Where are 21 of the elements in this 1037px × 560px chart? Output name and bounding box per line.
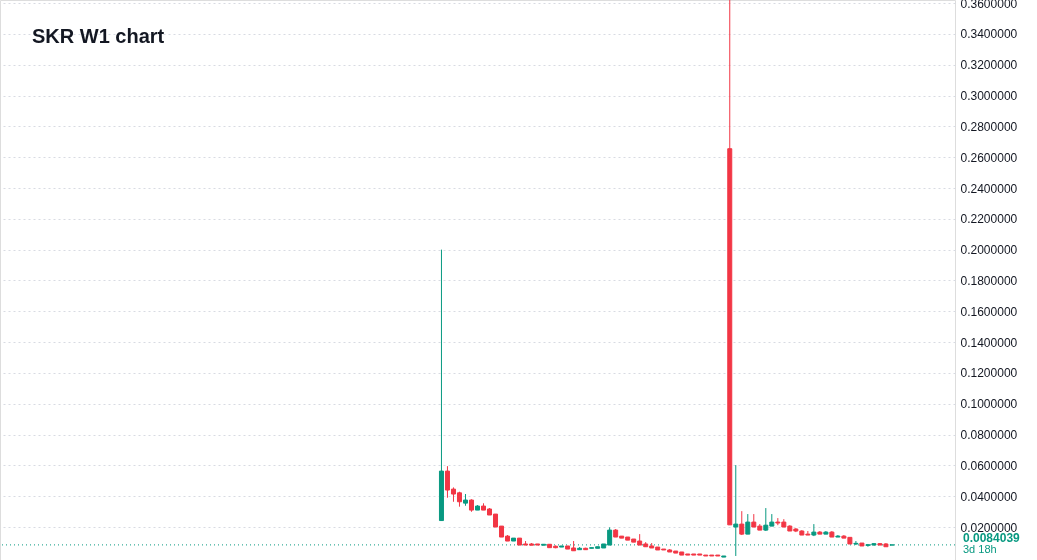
y-tick-label: 0.3400000 — [960, 27, 1018, 42]
y-tick-label: 0.1000000 — [960, 397, 1018, 412]
y-tick-label: 0.0400000 — [960, 489, 1018, 504]
y-tick-label: 0.1600000 — [960, 304, 1018, 319]
y-tick-label: 0.3200000 — [960, 58, 1018, 73]
text: 3d 18h — [963, 542, 997, 555]
y-tick-label: 0.0600000 — [960, 458, 1018, 473]
y-tick-label: 0.2800000 — [960, 119, 1018, 134]
y-tick-label: 0.1400000 — [960, 335, 1018, 350]
y-tick-label: 0.3000000 — [960, 89, 1018, 104]
y-tick-label: 0.0800000 — [960, 428, 1018, 443]
y-tick-label: 0.2200000 — [960, 212, 1018, 227]
y-tick-label: 0.3600000 — [960, 0, 1018, 11]
y-tick-label: 0.2000000 — [960, 243, 1018, 258]
y-tick-label: 0.2600000 — [960, 150, 1018, 165]
candlestick — [811, 523, 817, 537]
y-tick-label: 0.1200000 — [960, 366, 1018, 381]
y-tick-label: 0.1800000 — [960, 273, 1018, 288]
y-tick-label: 0.2400000 — [960, 181, 1018, 196]
text: SKR W1 chart — [32, 25, 165, 47]
candlestick — [745, 513, 751, 535]
